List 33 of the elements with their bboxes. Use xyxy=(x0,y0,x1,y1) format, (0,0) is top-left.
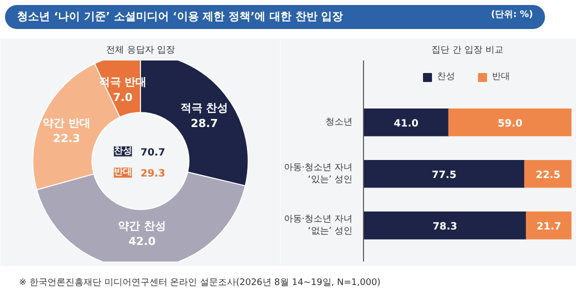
chart-subtitle: 집단 간 입장 비교 xyxy=(432,46,504,56)
data-label: 41.0 xyxy=(394,118,419,130)
text: (단위: %) xyxy=(491,9,533,22)
bar xyxy=(448,108,572,136)
chart-title: 청소년 ‘나이 기준’ 소셜미디어 ‘이용 제한 정책’에 대한 찬반 입장 xyxy=(17,10,344,23)
y-tick-label: 청소년 xyxy=(326,117,352,128)
y-tick-label: 아동·청소년 자녀 ‘없는’ 성인 xyxy=(284,214,353,236)
text: 29.3 xyxy=(140,168,166,180)
data-label: 42.0 xyxy=(128,235,156,248)
bar xyxy=(524,160,572,188)
data-label: 59.0 xyxy=(498,118,523,130)
bar xyxy=(364,108,450,136)
slice-label: 약간 반대 xyxy=(42,116,91,130)
data-label: 28.7 xyxy=(190,117,218,130)
legend-label: 찬성 xyxy=(437,71,456,83)
text: ※ 한국언론진흥재단 미디어연구센터 온라인 설문조사(2026년 8월 14~19일, N=1,000) xyxy=(18,277,381,290)
text: 반대 xyxy=(114,168,132,178)
y-tick-label: 아동·청소년 자녀 ‘있는’ 성인 xyxy=(284,162,353,185)
slice-label: 약간 찬성 xyxy=(118,220,166,233)
data-label: 78.3 xyxy=(432,221,458,232)
data-label: 7.0 xyxy=(113,91,133,104)
bar xyxy=(364,160,526,188)
data-label: 77.5 xyxy=(432,170,456,181)
bar xyxy=(364,212,527,240)
text: 찬성 xyxy=(114,146,132,156)
data-label: 21.7 xyxy=(536,221,562,232)
data-label: 22.3 xyxy=(53,132,80,145)
text: 70.7 xyxy=(140,147,166,158)
chart-subtitle: 전체 응답자 입장 xyxy=(106,46,175,56)
data-label: 22.5 xyxy=(536,170,560,181)
slice-label: 적극 찬성 xyxy=(180,101,228,114)
legend-label: 반대 xyxy=(492,71,511,83)
bar xyxy=(526,212,572,240)
